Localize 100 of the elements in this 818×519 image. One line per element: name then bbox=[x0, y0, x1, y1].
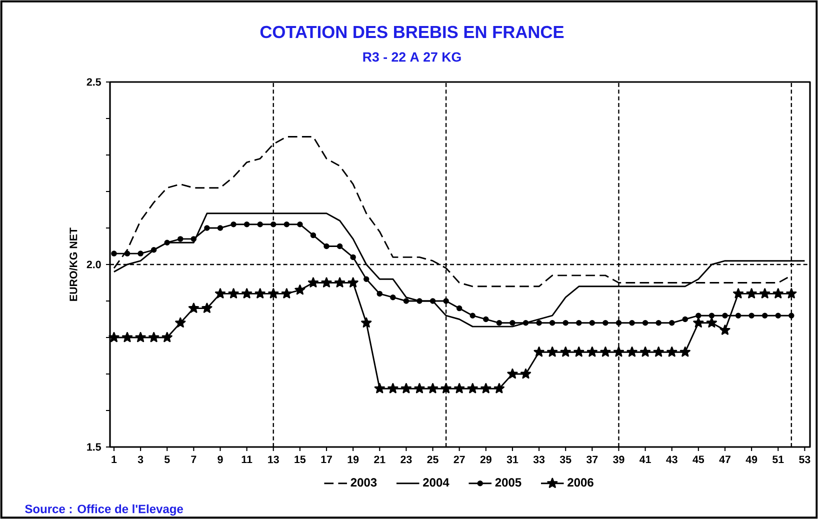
y-tick-label: 2.5 bbox=[86, 78, 101, 86]
point bbox=[281, 288, 292, 298]
x-tick-label: 15 bbox=[294, 456, 306, 464]
point bbox=[403, 298, 410, 304]
point bbox=[788, 312, 794, 318]
point bbox=[214, 288, 226, 298]
point bbox=[111, 250, 117, 256]
point bbox=[602, 320, 608, 326]
x-tick-label: 51 bbox=[772, 456, 784, 464]
point bbox=[522, 320, 529, 326]
point bbox=[350, 254, 356, 260]
x-tick-label: 25 bbox=[427, 456, 438, 464]
x-tick-label: 53 bbox=[799, 456, 810, 464]
point bbox=[190, 236, 197, 242]
x-tick-label: 35 bbox=[560, 456, 572, 464]
point bbox=[162, 332, 172, 342]
point bbox=[589, 320, 596, 326]
point bbox=[138, 250, 144, 256]
point bbox=[376, 290, 383, 297]
point bbox=[108, 332, 120, 342]
x-tick-label: 21 bbox=[374, 456, 386, 464]
point bbox=[268, 288, 279, 298]
point bbox=[760, 288, 770, 298]
point bbox=[520, 368, 532, 379]
point bbox=[642, 320, 648, 326]
point bbox=[456, 305, 462, 312]
point bbox=[720, 324, 730, 335]
point bbox=[732, 288, 744, 298]
point bbox=[124, 250, 130, 256]
point bbox=[297, 221, 303, 228]
point bbox=[746, 288, 757, 298]
point bbox=[680, 346, 690, 357]
x-tick-label: 31 bbox=[506, 456, 518, 464]
point bbox=[626, 346, 638, 357]
y-tick-label: 1.5 bbox=[87, 443, 101, 451]
x-tick-label: 27 bbox=[454, 456, 465, 464]
point bbox=[775, 312, 781, 318]
point bbox=[470, 312, 476, 318]
point bbox=[374, 383, 385, 394]
point bbox=[772, 288, 784, 298]
x-tick-label: 3 bbox=[138, 456, 144, 464]
point bbox=[294, 284, 306, 295]
point bbox=[576, 320, 582, 326]
point bbox=[616, 320, 622, 326]
point bbox=[148, 332, 160, 342]
point bbox=[416, 298, 422, 304]
point bbox=[786, 288, 797, 298]
legend-label: 2004 bbox=[423, 478, 450, 487]
point bbox=[656, 320, 662, 326]
chart-title: COTATION DES BREBIS EN FRANCE bbox=[260, 26, 564, 38]
point bbox=[735, 312, 742, 318]
x-tick-label: 33 bbox=[533, 456, 545, 464]
point bbox=[122, 332, 133, 342]
point bbox=[600, 346, 611, 357]
point bbox=[536, 320, 542, 326]
y-tick-label: 2.0 bbox=[86, 260, 101, 268]
point bbox=[682, 316, 688, 322]
point bbox=[613, 346, 624, 357]
point bbox=[480, 383, 492, 394]
point bbox=[175, 317, 186, 328]
point bbox=[164, 240, 170, 246]
point bbox=[217, 225, 224, 231]
point bbox=[284, 221, 290, 228]
x-tick-label: 5 bbox=[164, 456, 170, 464]
point bbox=[202, 302, 212, 313]
point bbox=[334, 277, 346, 288]
point bbox=[308, 277, 319, 288]
point bbox=[454, 383, 465, 394]
point bbox=[150, 247, 157, 253]
point bbox=[228, 288, 239, 298]
point bbox=[270, 221, 276, 228]
point bbox=[483, 316, 489, 322]
x-tick-label: 39 bbox=[613, 456, 624, 464]
x-tick-label: 19 bbox=[348, 456, 359, 464]
chart-subtitle: R3 - 22 A 27 KG bbox=[363, 52, 461, 62]
point bbox=[188, 302, 199, 313]
point bbox=[336, 243, 343, 250]
point bbox=[708, 312, 715, 318]
point bbox=[696, 312, 702, 318]
point bbox=[560, 346, 571, 357]
point bbox=[494, 383, 504, 394]
point bbox=[440, 383, 452, 394]
legend-label: 2003 bbox=[350, 478, 377, 487]
point bbox=[430, 298, 436, 304]
point bbox=[390, 294, 396, 300]
point bbox=[693, 317, 704, 328]
point bbox=[414, 383, 425, 394]
point bbox=[361, 317, 372, 328]
point bbox=[640, 346, 651, 357]
point bbox=[549, 320, 556, 326]
x-tick-label: 11 bbox=[242, 456, 252, 464]
source-note: Source : Office de l'Elevage bbox=[25, 504, 183, 516]
x-tick-label: 47 bbox=[719, 456, 730, 464]
point bbox=[254, 288, 266, 298]
point bbox=[574, 346, 584, 357]
point bbox=[467, 383, 478, 394]
x-tick-label: 43 bbox=[666, 456, 678, 464]
point bbox=[363, 276, 370, 282]
point bbox=[324, 243, 330, 250]
point bbox=[230, 221, 236, 228]
